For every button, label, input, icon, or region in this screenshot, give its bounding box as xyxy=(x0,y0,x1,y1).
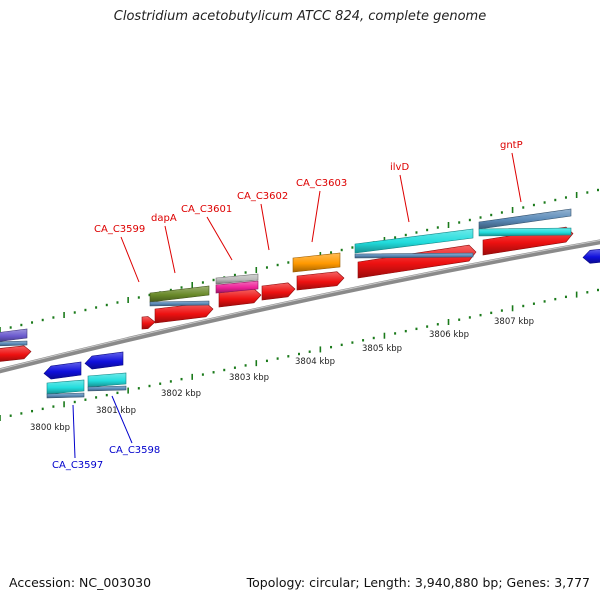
ca-c3597-steel xyxy=(46,392,85,399)
leader-line xyxy=(311,190,321,243)
leader-line xyxy=(511,152,522,203)
ca-c3602-arrow xyxy=(261,282,296,301)
gene-label-ilvd: ilvD xyxy=(390,162,409,173)
page-title: Clostridium acetobutylicum ATCC 824, com… xyxy=(113,9,487,24)
leader-line xyxy=(260,203,270,251)
genome-backbone xyxy=(0,239,600,374)
steel-feature xyxy=(0,340,28,347)
gntp-cyan xyxy=(478,227,572,237)
gene-labels: CA_C3599 dapA CA_C3601 CA_C3602 CA_C3603 ilvD… xyxy=(52,140,523,471)
leader-line xyxy=(164,225,176,274)
right-edge-arrow xyxy=(582,248,600,264)
ca-c3598-steel xyxy=(87,385,127,392)
lower-tick-track xyxy=(0,288,599,421)
leader-line xyxy=(206,216,233,261)
gene-label-ca-c3601: CA_C3601 xyxy=(181,204,232,215)
ca-c3601-pink xyxy=(215,280,259,294)
gene-label-ca-c3597: CA_C3597 xyxy=(52,460,103,471)
cds-arrow xyxy=(0,345,32,362)
dapa-steel xyxy=(149,300,210,307)
gene-label-ca-c3598: CA_C3598 xyxy=(109,445,160,456)
scale-labels: 3800 kbp 3801 kbp 3802 kbp 3803 kbp 3804 kbp… xyxy=(30,317,534,433)
ca-c3597-arrow xyxy=(43,361,82,380)
gene-label-ca-c3603: CA_C3603 xyxy=(296,178,347,189)
scale-label-3: 3803 kbp xyxy=(229,373,269,383)
leader-line xyxy=(111,395,133,444)
gntp-steel xyxy=(478,208,572,230)
ca-c3598-cyan xyxy=(87,372,127,388)
gene-label-dapa: dapA xyxy=(151,213,177,224)
leader-line xyxy=(120,236,140,283)
accession-label: Accession: NC_003030 xyxy=(9,575,152,590)
feature-track xyxy=(0,208,600,399)
gene-label-gntp: gntP xyxy=(500,140,523,151)
topology-label: Topology: circular; Length: 3,940,880 bp… xyxy=(246,575,590,590)
purple-feature xyxy=(0,328,28,342)
scale-label-5: 3805 kbp xyxy=(362,344,402,354)
ca-c3598-arrow xyxy=(84,351,124,370)
gene-label-ca-c3599: CA_C3599 xyxy=(94,224,145,235)
dapa-olive xyxy=(149,285,210,303)
scale-label-6: 3806 kbp xyxy=(429,330,469,340)
ca-c3599-arrow xyxy=(141,316,156,330)
genome-backbone-highlight xyxy=(0,239,600,370)
leader-line xyxy=(399,174,410,223)
scale-label-7: 3807 kbp xyxy=(494,317,534,327)
ilvd-cyan xyxy=(354,228,474,254)
ca-c3603-arrow xyxy=(296,271,345,291)
scale-label-4: 3804 kbp xyxy=(295,357,335,367)
scale-label-1: 3801 kbp xyxy=(96,406,136,416)
leader-line xyxy=(72,404,76,459)
gene-label-ca-c3602: CA_C3602 xyxy=(237,191,288,202)
upper-tick-track xyxy=(0,188,599,333)
scale-label-0: 3800 kbp xyxy=(30,423,70,433)
ca-c3603-orange xyxy=(292,252,341,273)
ca-c3601-gray xyxy=(215,273,259,285)
ilvd-steel xyxy=(354,252,474,259)
ca-c3597-cyan xyxy=(46,379,85,395)
scale-label-2: 3802 kbp xyxy=(161,389,201,399)
